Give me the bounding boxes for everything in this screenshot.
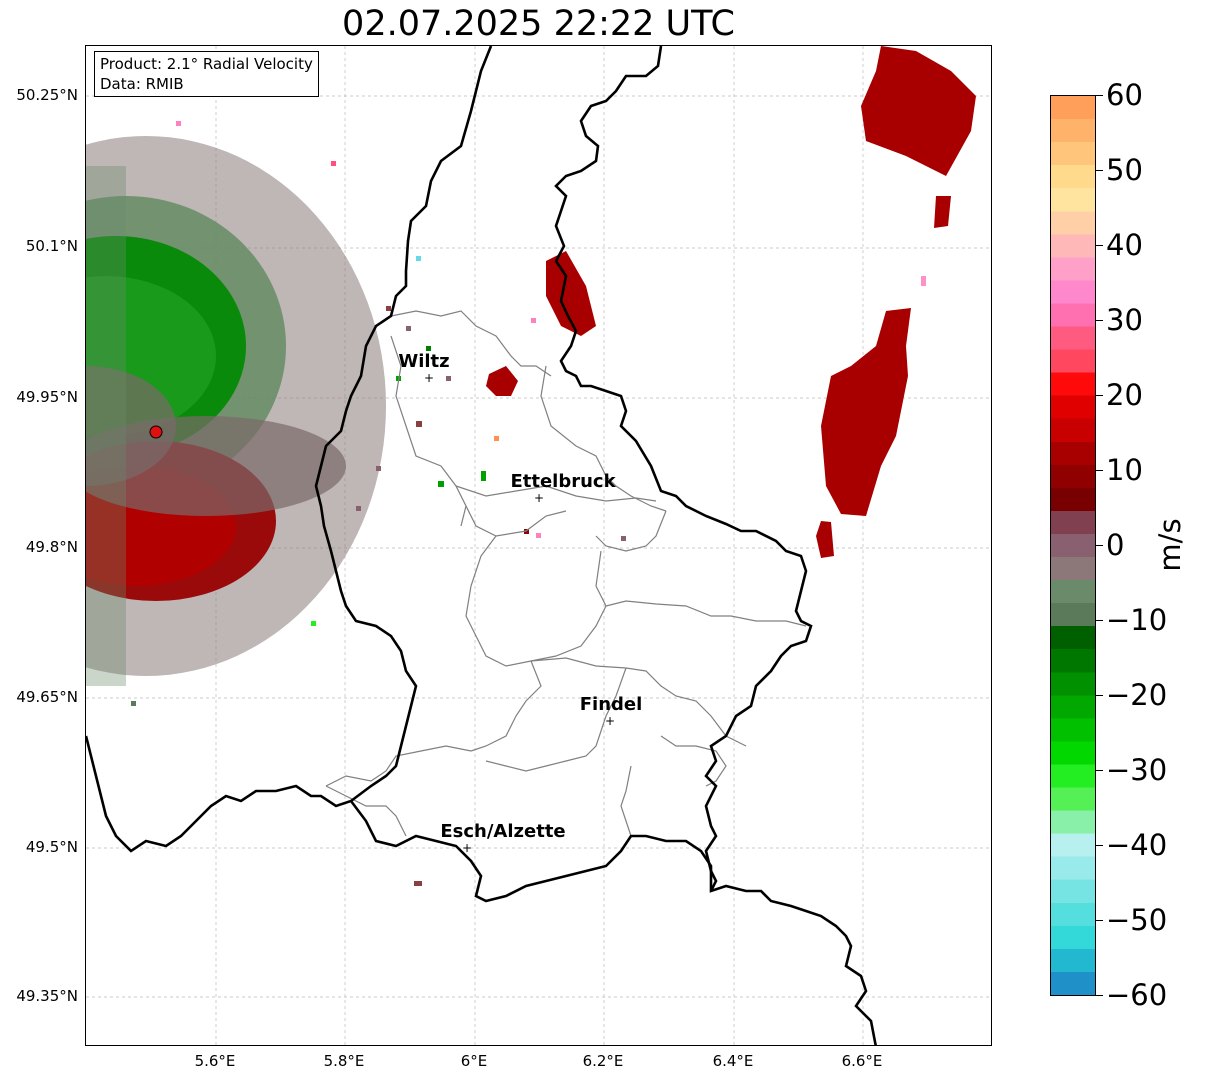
canton-borders — [325, 310, 807, 837]
colorbar-tick-label: 40 — [1106, 228, 1143, 262]
colorbar-tick-mark — [1096, 245, 1103, 246]
colorbar-tick-mark — [1096, 470, 1103, 471]
colorbar-tick-label: 30 — [1106, 303, 1143, 337]
colorbar-tick-mark — [1096, 320, 1103, 321]
map-canvas — [86, 46, 991, 1045]
city-marker-icon: + — [533, 491, 545, 505]
radar-echo-station — [86, 136, 386, 686]
lat-label: 49.8°N — [25, 538, 78, 556]
colorbar-tick-mark — [1096, 695, 1103, 696]
colorbar-tick-mark — [1096, 545, 1103, 546]
lon-label: 6.2°E — [582, 1052, 624, 1070]
colorbar-tick-label: 60 — [1106, 78, 1143, 112]
colorbar-tick-mark — [1096, 845, 1103, 846]
colorbar-tick-label: 10 — [1106, 453, 1143, 487]
map-title: 02.07.2025 22:22 UTC — [342, 4, 735, 44]
colorbar-unit-label: m/s — [1153, 518, 1187, 572]
colorbar-tick-mark — [1096, 770, 1103, 771]
lon-label: 6.4°E — [712, 1052, 754, 1070]
city-marker-icon: + — [461, 841, 473, 855]
city-marker-icon: + — [423, 371, 435, 385]
colorbar-tick-label: −40 — [1106, 828, 1168, 862]
lat-label: 49.95°N — [16, 388, 78, 406]
lat-label: 50.1°N — [25, 237, 78, 255]
colorbar-tick-label: −30 — [1106, 753, 1168, 787]
city-label-findel: Findel — [579, 694, 643, 715]
city-label-esch-alzette: Esch/Alzette — [440, 821, 566, 842]
colorbar-tick-mark — [1096, 95, 1103, 96]
colorbar-tick-label: −10 — [1106, 603, 1168, 637]
lat-label: 49.65°N — [16, 688, 78, 706]
colorbar-tick-mark — [1096, 170, 1103, 171]
city-label-wiltz: Wiltz — [398, 351, 450, 372]
lon-label: 6.6°E — [841, 1052, 883, 1070]
lat-label: 49.35°N — [16, 987, 78, 1005]
radar-map[interactable] — [85, 45, 992, 1046]
city-marker-icon: + — [604, 714, 616, 728]
radar-echo-speckle — [131, 121, 926, 886]
lon-label: 5.8°E — [323, 1052, 365, 1070]
colorbar-tick-mark — [1096, 920, 1103, 921]
colorbar-tick-label: 50 — [1106, 153, 1143, 187]
colorbar-tick-mark — [1096, 995, 1103, 996]
radar-echo-storm-cells — [486, 46, 976, 558]
lon-label: 6°E — [460, 1052, 488, 1070]
colorbar-tick-label: −50 — [1106, 903, 1168, 937]
product-label: Product: 2.1° Radial Velocity — [100, 55, 313, 73]
colorbar-tick-mark — [1096, 395, 1103, 396]
country-borders — [86, 46, 877, 1045]
colorbar-tick-label: −60 — [1106, 978, 1168, 1012]
radar-station-icon — [149, 425, 163, 439]
lon-label: 5.6°E — [194, 1052, 236, 1070]
lat-label: 50.25°N — [16, 86, 78, 104]
colorbar-tick-mark — [1096, 620, 1103, 621]
lat-label: 49.5°N — [25, 838, 78, 856]
colorbar-tick-label: 0 — [1106, 528, 1125, 562]
city-label-ettelbruck: Ettelbruck — [510, 471, 616, 492]
colorbar-tick-label: −20 — [1106, 678, 1168, 712]
product-info-box: Product: 2.1° Radial Velocity Data: RMIB — [94, 51, 319, 97]
colorbar-tick-label: 20 — [1106, 378, 1143, 412]
velocity-colorbar — [1050, 95, 1096, 996]
data-source-label: Data: RMIB — [100, 75, 184, 93]
